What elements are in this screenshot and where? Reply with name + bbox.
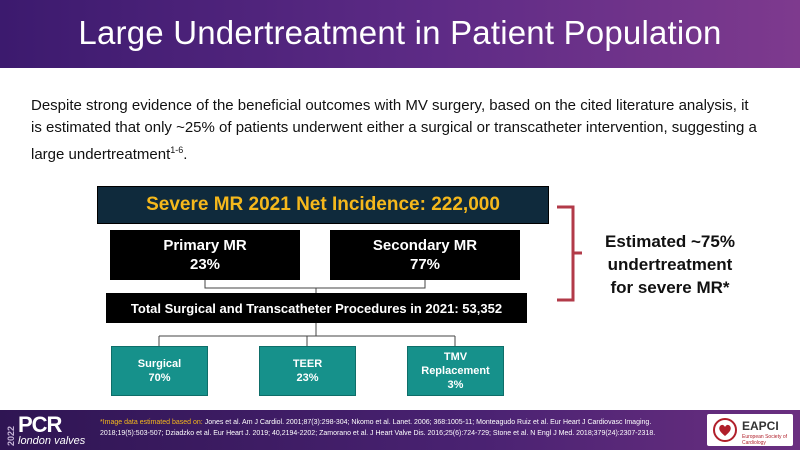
estimate-line-3: for severe MR* xyxy=(610,278,730,297)
intro-paragraph: Despite strong evidence of the beneficia… xyxy=(31,95,761,166)
eapci-logo: EAPCI European Society of Cardiology xyxy=(707,414,793,446)
estimate-line-1: Estimated ~75% xyxy=(605,232,735,251)
eapci-name: EAPCI xyxy=(742,419,779,433)
estimate-bracket xyxy=(557,205,582,302)
surgical-value: 70% xyxy=(148,372,171,384)
incidence-box: Severe MR 2021 Net Incidence: 222,000 xyxy=(97,186,549,224)
connector-primary-total xyxy=(204,280,317,293)
estimate-line-2: undertreatment xyxy=(607,255,733,274)
footer-year: 2022 xyxy=(6,425,16,446)
secondary-mr-box: Secondary MR 77% xyxy=(330,230,520,280)
teer-value: 23% xyxy=(296,372,319,384)
tmv-replacement-box: TMV Replacement 3% xyxy=(407,346,504,396)
undertreatment-estimate: Estimated ~75% undertreatment for severe… xyxy=(585,230,755,299)
intro-text: Despite strong evidence of the beneficia… xyxy=(31,97,757,163)
tmv-value: 3% xyxy=(447,379,464,391)
teer-label: TEER xyxy=(292,358,323,370)
tmv-label: TMV xyxy=(443,351,468,363)
footer-bar: 2022 PCR london valves *Image data estim… xyxy=(0,410,800,450)
surgical-label: Surgical xyxy=(137,358,182,370)
primary-mr-box: Primary MR 23% xyxy=(110,230,300,280)
connector-secondary-total xyxy=(316,280,426,289)
references-body: Jones et al. Am J Cardiol. 2001;87(3):29… xyxy=(100,419,656,437)
primary-mr-value: 23% xyxy=(189,256,221,273)
pcr-logo: PCR xyxy=(18,412,62,437)
intro-citation: 1-6 xyxy=(170,145,184,155)
eapci-subtitle: European Society of Cardiology xyxy=(742,434,788,446)
surgical-box: Surgical 70% xyxy=(111,346,208,396)
tmv-label-2: Replacement xyxy=(421,365,490,377)
primary-mr-label: Primary MR xyxy=(163,237,247,254)
secondary-mr-label: Secondary MR xyxy=(372,237,478,254)
references-lead: *Image data estimated based on: xyxy=(100,419,205,426)
heart-icon xyxy=(713,418,737,442)
secondary-mr-value: 77% xyxy=(409,256,441,273)
title-bar: Large Undertreatment in Patient Populati… xyxy=(0,0,800,68)
incidence-label: Severe MR 2021 Net Incidence: 222,000 xyxy=(146,194,500,215)
teer-box: TEER 23% xyxy=(259,346,356,396)
total-procedures-box: Total Surgical and Transcatheter Procedu… xyxy=(106,293,527,323)
london-valves-label: london valves xyxy=(18,435,86,447)
references: *Image data estimated based on: Jones et… xyxy=(100,417,700,439)
intro-end: . xyxy=(183,146,188,163)
slide-title: Large Undertreatment in Patient Populati… xyxy=(78,14,722,51)
total-procedures-label: Total Surgical and Transcatheter Procedu… xyxy=(130,300,503,316)
